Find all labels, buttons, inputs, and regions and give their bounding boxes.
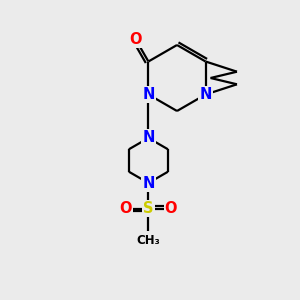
Text: N: N [142,176,154,190]
Text: O: O [120,201,132,216]
Text: O: O [129,32,142,47]
Text: N: N [142,130,154,146]
Text: CH₃: CH₃ [136,234,160,247]
Text: S: S [143,201,154,216]
Text: N: N [200,87,212,102]
Text: O: O [165,201,177,216]
Text: N: N [142,87,154,102]
